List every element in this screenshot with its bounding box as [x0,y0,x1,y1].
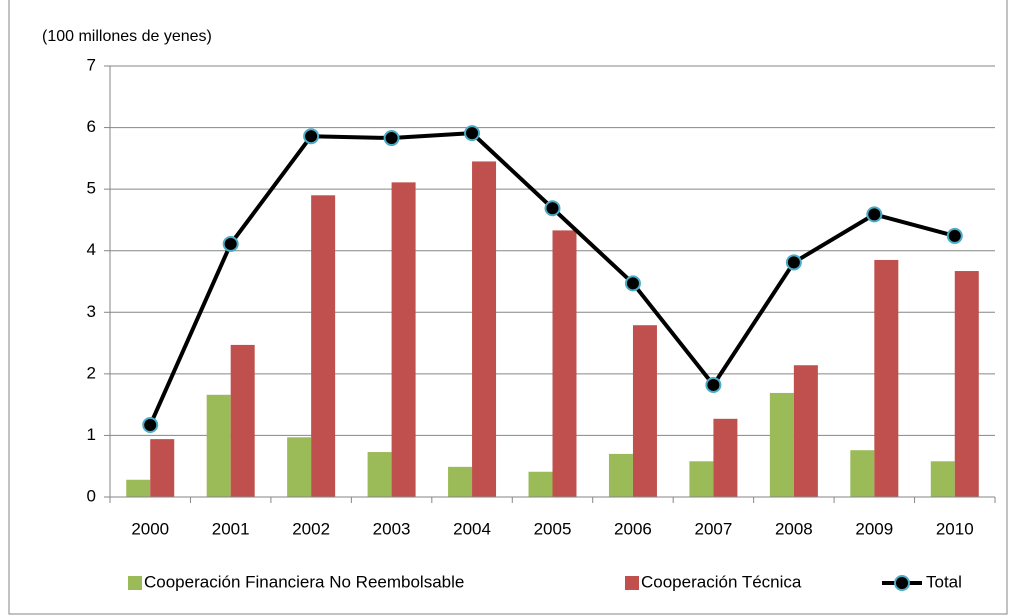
y-tick-label: 6 [87,117,96,136]
bar [528,471,553,497]
bar [713,418,738,497]
legend-label: Cooperación Técnica [641,572,802,591]
y-axis-label: (100 millones de yenes) [42,28,212,45]
chart-border [8,0,1008,615]
marker [464,125,481,142]
y-tick-label: 5 [87,179,96,198]
legend-swatch [128,576,142,590]
y-tick-label: 3 [87,302,96,321]
y-tick-label: 7 [87,55,96,74]
marker [866,206,883,223]
bar [793,365,818,497]
bar [552,230,577,497]
marker [303,128,320,145]
x-tick-label: 2006 [614,519,652,538]
bar [608,453,633,497]
y-tick-label: 2 [87,363,96,382]
x-tick-label: 2002 [292,519,330,538]
bar [472,161,497,497]
x-tick-label: 2008 [775,519,813,538]
marker [142,416,159,433]
y-tick-label: 4 [87,240,96,259]
bar [230,344,255,497]
x-tick-label: 2004 [453,519,491,538]
x-tick-label: 2000 [131,519,169,538]
y-tick-label: 1 [87,425,96,444]
marker [705,376,722,393]
bar [448,466,473,497]
bar [206,394,231,497]
x-tick-label: 2010 [936,519,974,538]
bar [367,452,392,497]
x-tick-label: 2005 [534,519,572,538]
bar [126,479,151,497]
x-tick-label: 2003 [373,519,411,538]
bar [287,437,312,497]
x-tick-label: 2007 [694,519,732,538]
marker [222,235,239,252]
bar [874,259,899,497]
bar [311,195,336,498]
x-tick-label: 2001 [212,519,250,538]
marker [383,130,400,147]
marker [624,275,641,292]
bar [689,461,714,497]
y-tick-label: 0 [87,486,96,505]
bar [632,325,657,497]
marker [946,227,963,244]
legend-label: Total [926,572,962,591]
bar [954,271,979,497]
x-tick-label: 2009 [855,519,893,538]
bar [930,461,955,497]
marker [785,254,802,271]
legend-label: Cooperación Financiera No Reembolsable [144,572,464,591]
bar [391,182,416,497]
bar [150,439,175,497]
legend-marker [894,575,910,591]
bar [850,450,875,497]
legend-swatch [625,576,639,590]
marker [544,200,561,217]
bar [769,392,794,497]
